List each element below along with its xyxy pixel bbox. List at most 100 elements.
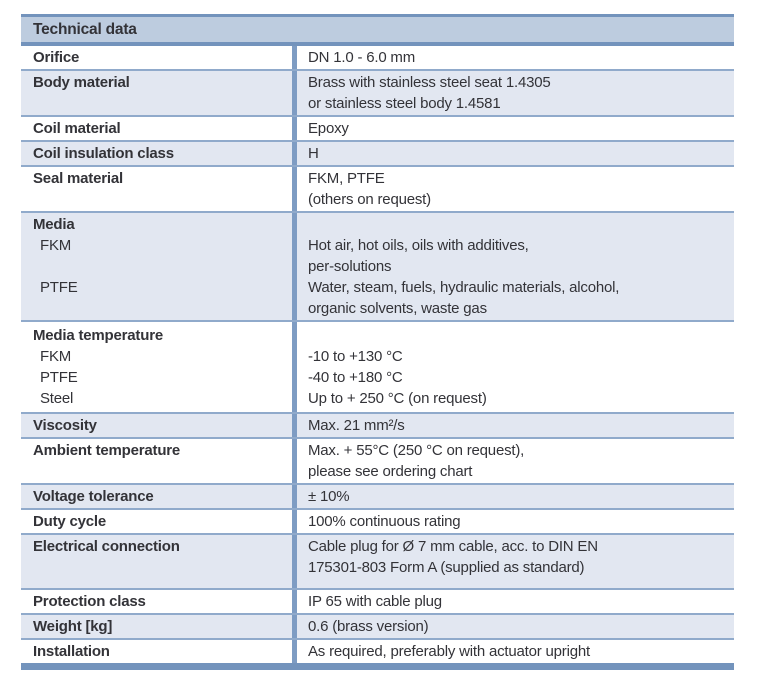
column-divider	[292, 213, 297, 320]
table-row: Ambient temperature Max. + 55°C (250 °C o…	[21, 437, 734, 483]
row-value-line: As required, preferably with actuator up…	[308, 643, 590, 660]
table-title: Technical data	[33, 20, 137, 38]
row-label-line: FKM	[40, 237, 72, 254]
row-value-line: Up to + 250 °C (on request)	[308, 390, 487, 407]
column-divider	[292, 46, 297, 69]
row-label-cell: Installation	[21, 640, 292, 663]
row-label-cell: Media temperature FKM PTFE Steel	[21, 322, 292, 412]
row-value-cell: H	[297, 142, 734, 165]
row-label-line: Voltage tolerance	[33, 488, 154, 505]
table-row: Duty cycle 100% continuous rating	[21, 508, 734, 533]
table-row: Viscosity Max. 21 mm²/s	[21, 412, 734, 437]
row-value-line: 175301-803 Form A (supplied as standard)	[308, 559, 585, 576]
column-divider	[292, 535, 297, 588]
row-label-line: PTFE	[40, 279, 78, 296]
table-row: Coil material Epoxy	[21, 115, 734, 140]
column-divider	[292, 414, 297, 437]
row-value-cell: Max. 21 mm²/s	[297, 414, 734, 437]
row-value-line: 0.6 (brass version)	[308, 618, 429, 635]
table-row: Orifice DN 1.0 - 6.0 mm	[21, 46, 734, 69]
row-label-line: Protection class	[33, 593, 146, 610]
column-divider	[292, 167, 297, 211]
row-value-cell: DN 1.0 - 6.0 mm	[297, 46, 734, 69]
column-divider	[292, 117, 297, 140]
row-value-cell: As required, preferably with actuator up…	[297, 640, 734, 663]
column-divider	[292, 439, 297, 483]
row-label-cell: Seal material	[21, 167, 292, 211]
row-value-line: organic solvents, waste gas	[308, 300, 487, 317]
column-divider	[292, 590, 297, 613]
column-divider	[292, 615, 297, 638]
row-value-cell: IP 65 with cable plug	[297, 590, 734, 613]
row-value-line: per-solutions	[308, 258, 392, 275]
row-value-cell: Epoxy	[297, 117, 734, 140]
row-value-cell: Cable plug for Ø 7 mm cable, acc. to DIN…	[297, 535, 734, 588]
row-label-cell: Ambient temperature	[21, 439, 292, 483]
row-label-line: Weight [kg]	[33, 618, 113, 635]
table-row: Protection class IP 65 with cable plug	[21, 588, 734, 613]
row-value-line: Brass with stainless steel seat 1.4305	[308, 74, 551, 91]
row-value-line: Max. 21 mm²/s	[308, 417, 405, 434]
table-top-border	[21, 14, 734, 17]
row-value-line: IP 65 with cable plug	[308, 593, 442, 610]
row-label-line: Coil insulation class	[33, 145, 174, 162]
row-label-cell: Viscosity	[21, 414, 292, 437]
row-value-line: ± 10%	[308, 488, 350, 505]
row-value-line: or stainless steel body 1.4581	[308, 95, 501, 112]
row-value-cell: 100% continuous rating	[297, 510, 734, 533]
table-row: Media FKM PTFE Hot air, hot oils, oils wi…	[21, 211, 734, 320]
row-label-line: Seal material	[33, 170, 123, 187]
table-header: Technical data	[21, 17, 734, 46]
row-value-cell: Max. + 55°C (250 °C on request), please s…	[297, 439, 734, 483]
column-divider	[292, 322, 297, 412]
table-row: Coil insulation class H	[21, 140, 734, 165]
table-row: Weight [kg] 0.6 (brass version)	[21, 613, 734, 638]
row-label-line: Ambient temperature	[33, 442, 181, 459]
row-label-cell: Body material	[21, 71, 292, 115]
table-row: Body material Brass with stainless steel …	[21, 69, 734, 115]
row-value-line: Epoxy	[308, 120, 349, 137]
row-value-line: FKM, PTFE	[308, 170, 385, 187]
row-label-line: Media	[33, 216, 75, 233]
row-value-cell: Brass with stainless steel seat 1.4305 or…	[297, 71, 734, 115]
row-value-line: H	[308, 145, 319, 162]
row-label-cell: Duty cycle	[21, 510, 292, 533]
row-value-cell: 0.6 (brass version)	[297, 615, 734, 638]
table-row: Voltage tolerance ± 10%	[21, 483, 734, 508]
table-row: Installation As required, preferably with…	[21, 638, 734, 663]
row-value-line	[308, 214, 726, 235]
row-label-line: Duty cycle	[33, 513, 107, 530]
row-label-cell: Media FKM PTFE	[21, 213, 292, 320]
row-value-line: -10 to +130 °C	[308, 348, 403, 365]
table-row: Media temperature FKM PTFE Steel -10 to +13…	[21, 320, 734, 412]
row-label-cell: Voltage tolerance	[21, 485, 292, 508]
row-label-line: PTFE	[40, 369, 78, 386]
row-value-line: Max. + 55°C (250 °C on request),	[308, 442, 525, 459]
row-label-line: Viscosity	[33, 417, 97, 434]
row-label-line: Installation	[33, 643, 110, 660]
technical-data-table: Technical data Orifice DN 1.0 - 6.0 mm Bod…	[21, 14, 734, 670]
table-rows: Orifice DN 1.0 - 6.0 mm Body material Brass…	[21, 46, 734, 663]
row-value-line: -40 to +180 °C	[308, 369, 403, 386]
column-divider	[292, 510, 297, 533]
row-value-line: please see ordering chart	[308, 463, 473, 480]
row-label-line: Orifice	[33, 49, 80, 66]
table-row: Electrical connection Cable plug for Ø 7 …	[21, 533, 734, 588]
row-label-line: Electrical connection	[33, 538, 180, 555]
row-label-cell: Orifice	[21, 46, 292, 69]
row-label-line: Media temperature	[33, 327, 163, 344]
column-divider	[292, 485, 297, 508]
row-label-cell: Coil insulation class	[21, 142, 292, 165]
row-label-line: Coil material	[33, 120, 121, 137]
row-value-cell: FKM, PTFE (others on request)	[297, 167, 734, 211]
row-label-cell: Weight [kg]	[21, 615, 292, 638]
column-divider	[292, 71, 297, 115]
column-divider	[292, 142, 297, 165]
table-row: Seal material FKM, PTFE (others on request…	[21, 165, 734, 211]
row-label-line: FKM	[40, 348, 72, 365]
column-divider	[292, 640, 297, 663]
row-value-cell: -10 to +130 °C -40 to +180 °C Up to + 250 …	[297, 322, 734, 412]
table-bottom-border	[21, 663, 734, 670]
row-value-line	[308, 325, 726, 346]
row-label-cell: Protection class	[21, 590, 292, 613]
